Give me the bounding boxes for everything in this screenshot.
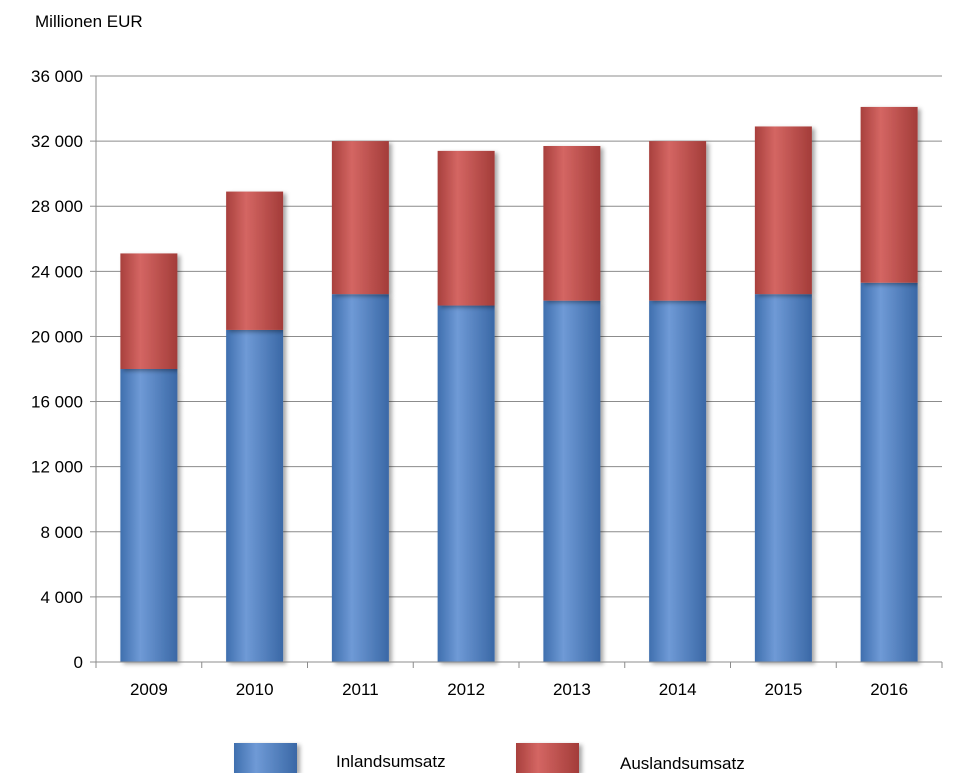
- y-axis-title: Millionen EUR: [35, 12, 143, 31]
- legend-swatch-inlandsumsatz: [234, 743, 297, 773]
- bar-auslandsumsatz-2013: [543, 145, 601, 301]
- x-tick-label: 2010: [236, 680, 274, 699]
- bar-inlandsumsatz-2015: [754, 294, 812, 662]
- gridlines: [90, 75, 942, 663]
- bar-auslandsumsatz-2015: [754, 126, 812, 295]
- y-tick-label: 0: [74, 653, 83, 672]
- y-axis-tick-labels: 0 4 000 8 000 12 000 16 000 20 000 24 000 28 00…: [31, 67, 83, 672]
- bars: [120, 106, 918, 662]
- bar-auslandsumsatz-2012: [437, 150, 495, 306]
- x-tick-label: 2015: [764, 680, 802, 699]
- bar-auslandsumsatz-2014: [649, 141, 707, 301]
- legend-label-auslandsumsatz: Auslandsumsatz: [620, 754, 745, 773]
- y-tick-label: 16 000: [31, 393, 83, 412]
- y-tick-label: 24 000: [31, 262, 83, 281]
- legend-swatch-auslandsumsatz: [516, 743, 579, 773]
- bar-auslandsumsatz-2011: [331, 141, 389, 295]
- x-tick-label: 2013: [553, 680, 591, 699]
- bar-inlandsumsatz-2014: [649, 300, 707, 662]
- bar-inlandsumsatz-2013: [543, 300, 601, 662]
- x-tick-label: 2016: [870, 680, 908, 699]
- bar-auslandsumsatz-2010: [226, 191, 284, 330]
- y-tick-label: 4 000: [40, 588, 83, 607]
- x-tick-label: 2011: [342, 680, 379, 699]
- bar-inlandsumsatz-2016: [860, 282, 918, 662]
- bar-inlandsumsatz-2012: [437, 305, 495, 662]
- y-tick-label: 20 000: [31, 327, 83, 346]
- y-tick-label: 8 000: [40, 523, 83, 542]
- y-tick-label: 12 000: [31, 458, 83, 477]
- bar-inlandsumsatz-2011: [331, 294, 389, 662]
- y-tick-label: 28 000: [31, 197, 83, 216]
- bar-inlandsumsatz-2009: [120, 369, 178, 662]
- x-axis-tick-labels: 2009 2010 2011 2012 2013 2014 2015 2016: [130, 680, 908, 699]
- bar-inlandsumsatz-2010: [226, 329, 284, 662]
- bar-auslandsumsatz-2016: [860, 106, 918, 283]
- y-tick-label: 36 000: [31, 67, 83, 86]
- legend-label-inlandsumsatz: Inlandsumsatz: [336, 752, 446, 771]
- x-tick-label: 2012: [447, 680, 485, 699]
- y-tick-label: 32 000: [31, 132, 83, 151]
- bar-auslandsumsatz-2009: [120, 253, 178, 369]
- x-tick-label: 2014: [659, 680, 697, 699]
- x-tick-label: 2009: [130, 680, 168, 699]
- axes: [95, 76, 943, 668]
- legend: Inlandsumsatz Auslandsumsatz: [234, 743, 745, 773]
